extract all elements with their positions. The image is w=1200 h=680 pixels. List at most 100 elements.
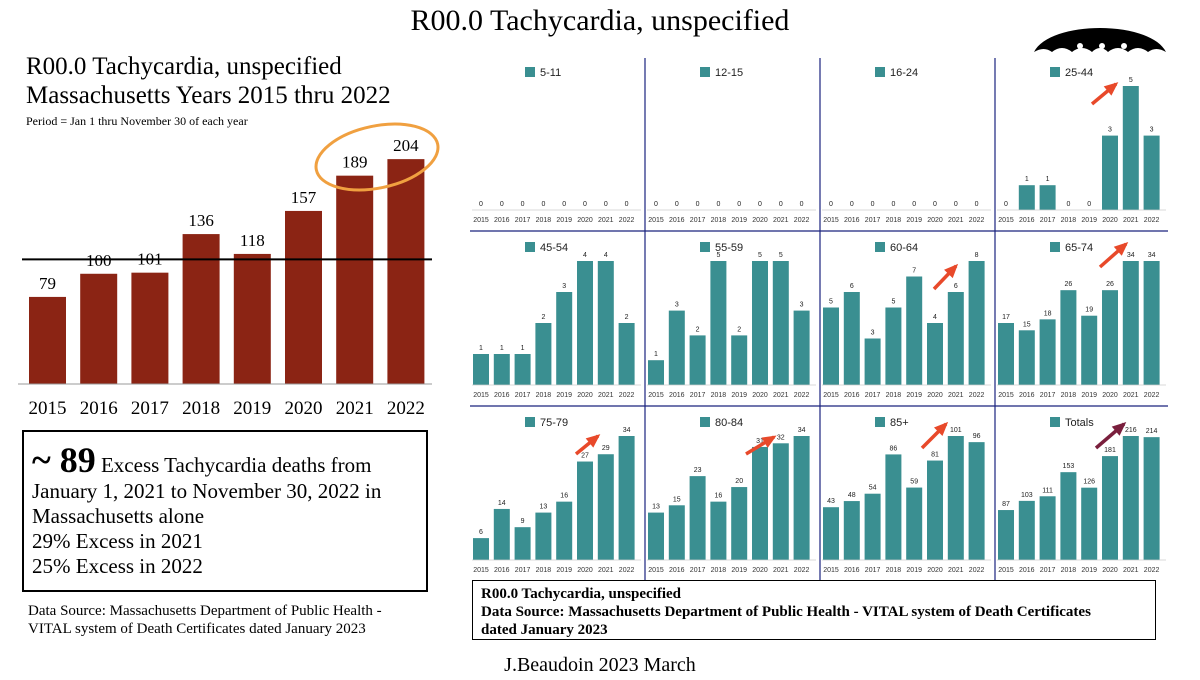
tick-65-74-2017: 2017 [1040,392,1056,399]
legend-label-80-84: 80-84 [715,417,743,429]
tick-75-79-2015: 2015 [473,567,489,574]
tick-60-64-2022: 2022 [969,392,985,399]
value-16-24-2022: 0 [975,201,979,208]
bar-2018 [182,234,220,384]
value-75-79-2016: 14 [498,500,506,507]
bar-60-64-2018 [885,307,902,385]
legend-label-65-74: 65-74 [1065,242,1093,254]
bar-85+-2017 [864,493,881,560]
value-12-15-2016: 0 [675,201,679,208]
panel-45-54: 45-54 1 2015 1 2016 1 2017 2 2018 3 2019 4 2020 4 2021… [472,242,641,399]
value-16-24-2021: 0 [954,201,958,208]
tick-Totals-2018: 2018 [1061,567,1077,574]
bar-45-54-2016 [493,354,510,385]
legend-label-25-44: 25-44 [1065,67,1093,79]
value-80-84-2022: 34 [798,427,806,434]
tick-65-74-2021: 2021 [1123,392,1139,399]
legend-swatch-85+ [875,417,885,427]
value-65-74-2017: 18 [1044,310,1052,317]
bar-60-64-2019 [906,276,923,385]
legend-swatch-12-15 [700,67,710,77]
tick-60-64-2020: 2020 [927,392,943,399]
tick-5-11-2022: 2022 [619,217,635,224]
value-12-15-2020: 0 [758,201,762,208]
bar-Totals-2021 [1122,436,1139,560]
x-tick-2019: 2019 [233,398,271,419]
x-tick-2022: 2022 [387,398,425,419]
trend-arrow-60-64 [932,263,959,291]
tick-85+-2016: 2016 [844,567,860,574]
tick-80-84-2017: 2017 [690,567,706,574]
value-85+-2020: 81 [931,452,939,459]
value-60-64-2018: 5 [891,299,895,306]
value-75-79-2022: 34 [623,427,631,434]
bar-55-59-2021 [772,261,789,385]
bar-45-54-2019 [556,292,573,385]
excess-2021: 29% Excess in 2021 [32,529,203,553]
left-source-line2: VITAL system of Death Certificates dated… [28,621,366,637]
excess-number: ~ 89 [32,440,96,480]
tick-55-59-2019: 2019 [731,392,747,399]
value-65-74-2019: 19 [1085,307,1093,314]
bar-85+-2015 [823,507,839,560]
value-16-24-2016: 0 [850,201,854,208]
value-25-44-2017: 1 [1046,176,1050,183]
tick-55-59-2022: 2022 [794,392,810,399]
value-5-11-2015: 0 [479,201,483,208]
bar-85+-2020 [927,460,943,560]
bar-85+-2016 [843,501,860,560]
x-tick-2016: 2016 [80,398,118,419]
bar-label-2021: 189 [342,153,368,172]
value-5-11-2018: 0 [541,201,545,208]
bar-85+-2018 [885,454,902,560]
value-55-59-2021: 5 [779,252,783,259]
legend-swatch-5-11 [525,67,535,77]
tick-75-79-2018: 2018 [536,567,552,574]
bar-label-2015: 79 [39,274,56,293]
bar-45-54-2020 [577,261,593,385]
tick-16-24-2020: 2020 [927,217,943,224]
bar-65-74-2018 [1060,290,1077,385]
x-tick-2021: 2021 [336,398,374,419]
bar-label-2022: 204 [393,136,419,155]
bar-85+-2022 [968,442,985,560]
bar-75-79-2022 [618,436,635,560]
tick-16-24-2019: 2019 [906,217,922,224]
value-65-74-2018: 26 [1065,281,1073,288]
value-80-84-2021: 32 [777,434,785,441]
value-5-11-2016: 0 [500,201,504,208]
tick-80-84-2022: 2022 [794,567,810,574]
value-5-11-2019: 0 [562,201,566,208]
bar-55-59-2019 [731,335,748,385]
left-data-source: Data Source: Massachusetts Department of… [28,602,448,638]
legend-swatch-80-84 [700,417,710,427]
tick-12-15-2022: 2022 [794,217,810,224]
bar-label-2019: 118 [240,231,265,250]
value-25-44-2015: 0 [1004,201,1008,208]
bar-60-64-2021 [947,292,964,385]
bar-80-84-2021 [772,443,789,560]
value-85+-2022: 96 [973,433,981,440]
tick-Totals-2015: 2015 [998,567,1014,574]
value-85+-2015: 43 [827,498,835,505]
bar-25-44-2022 [1143,135,1160,210]
value-45-54-2019: 3 [562,283,566,290]
value-16-24-2017: 0 [871,201,875,208]
bar-60-64-2022 [968,261,985,385]
tick-55-59-2015: 2015 [648,392,664,399]
bar-65-74-2020 [1102,290,1118,385]
value-75-79-2018: 13 [540,504,548,511]
value-45-54-2017: 1 [521,345,525,352]
value-55-59-2020: 5 [758,252,762,259]
value-25-44-2016: 1 [1025,176,1029,183]
value-25-44-2021: 5 [1129,77,1133,84]
excess-2022: 25% Excess in 2022 [32,554,203,578]
bar-75-79-2016 [493,508,510,560]
value-25-44-2018: 0 [1066,201,1070,208]
tick-65-74-2020: 2020 [1102,392,1118,399]
tick-85+-2020: 2020 [927,567,943,574]
tick-45-54-2015: 2015 [473,392,489,399]
source-box-line2: Data Source: Massachusetts Department of… [481,604,1091,620]
tick-25-44-2022: 2022 [1144,217,1160,224]
bar-85+-2021 [947,436,964,560]
